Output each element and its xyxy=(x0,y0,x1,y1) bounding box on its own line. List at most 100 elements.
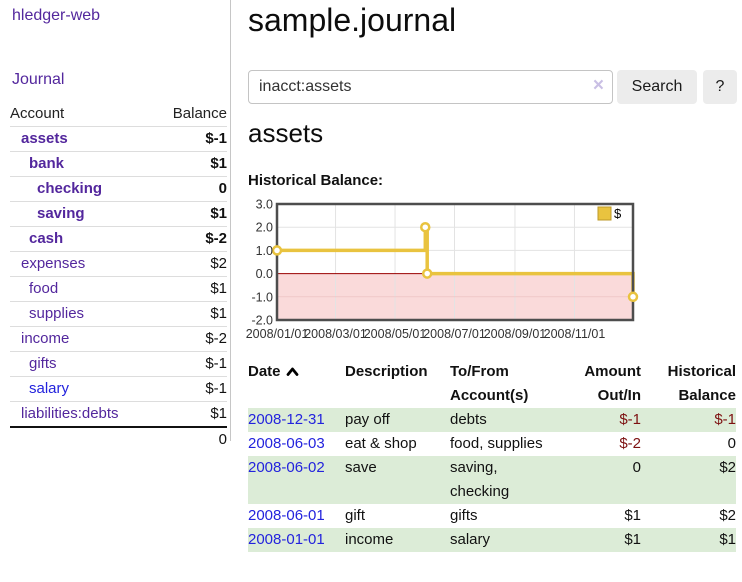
account-row: expenses $2 xyxy=(10,251,227,277)
app-brand-link[interactable]: hledger-web xyxy=(12,7,101,24)
accounts-table-header: Account Balance xyxy=(10,102,227,127)
account-balance: $-2 xyxy=(154,326,227,352)
transaction-accounts: saving, checking xyxy=(450,459,510,500)
account-balance: $1 xyxy=(154,301,227,327)
nav-journal-link[interactable]: Journal xyxy=(12,71,65,88)
account-link[interactable]: salary xyxy=(29,380,70,397)
sort-ascending-icon[interactable] xyxy=(286,367,299,376)
account-link[interactable]: income xyxy=(21,330,70,347)
account-name-cell: bank xyxy=(10,151,155,177)
account-balance: $-1 xyxy=(154,126,227,152)
y-axis-tick-label: 1.0 xyxy=(256,244,273,258)
account-name-cell: liabilities:debts xyxy=(10,401,155,427)
y-axis-tick-label: 3.0 xyxy=(256,198,273,212)
account-link[interactable]: liabilities:debts xyxy=(21,405,119,422)
account-link[interactable]: cash xyxy=(29,230,64,247)
account-name-cell: gifts xyxy=(10,351,155,377)
help-button[interactable]: ? xyxy=(703,70,737,104)
account-link[interactable]: gifts xyxy=(29,355,57,372)
transaction-amount: 0 xyxy=(632,459,641,476)
account-name-cell: assets xyxy=(10,126,155,152)
account-row: income $-2 xyxy=(10,326,227,352)
date-link[interactable]: 2008-12-31 xyxy=(248,411,325,428)
transaction-date-cell: 2008-01-01 xyxy=(248,528,345,552)
y-axis-tick-label: -2.0 xyxy=(251,314,273,328)
transaction-accounts: salary xyxy=(450,531,491,548)
data-point-marker xyxy=(627,291,639,303)
data-point-marker xyxy=(420,221,431,233)
account-link[interactable]: food xyxy=(29,280,59,297)
transaction-description: gift xyxy=(345,507,366,524)
data-point-marker xyxy=(421,268,433,279)
account-link[interactable]: assets xyxy=(21,130,68,147)
transaction-balance: $2 xyxy=(719,459,736,476)
search-bar: × xyxy=(248,70,613,104)
transaction-accounts: food, supplies xyxy=(450,435,543,452)
transaction-accounts: debts xyxy=(450,411,487,428)
balance-chart-svg: $3.0 2.0 1.0 0.0 -1.0 -2.02008/01/012008/03/0… xyxy=(246,198,639,341)
register-table-header: Date Description To/From Account(s) Amount … xyxy=(248,360,736,408)
account-row: salary $-1 xyxy=(10,376,227,402)
account-link[interactable]: checking xyxy=(37,180,103,197)
date-link[interactable]: 2008-06-03 xyxy=(248,435,325,452)
transaction-description: income xyxy=(345,531,394,548)
account-link[interactable]: saving xyxy=(37,205,85,222)
legend-label: $ xyxy=(614,206,622,221)
date-link[interactable]: 2008-06-01 xyxy=(248,507,325,524)
account-link[interactable]: bank xyxy=(29,155,65,172)
account-name-cell: cash xyxy=(10,226,155,252)
transaction-description: eat & shop xyxy=(345,435,417,452)
transaction-accounts: gifts xyxy=(450,507,478,524)
account-balance: $-1 xyxy=(154,376,227,402)
x-axis-tick-label: 2008/09/01 xyxy=(484,327,547,341)
account-name-cell: food xyxy=(10,276,155,302)
account-name-cell: checking xyxy=(10,176,155,202)
account-row: supplies $1 xyxy=(10,301,227,327)
accounts-header-balance: Balance xyxy=(172,105,227,122)
account-row: cash $-2 xyxy=(10,226,227,252)
account-balance: $2 xyxy=(154,251,227,277)
page-title: sample.journal xyxy=(248,2,457,38)
chart-title: Historical Balance: xyxy=(248,172,384,189)
sidebar: hledger-web Journal Account Balance asse… xyxy=(0,0,231,451)
register-header-tofrom: To/From Account(s) xyxy=(450,363,529,404)
account-balance: $1 xyxy=(154,201,227,227)
account-balance: $1 xyxy=(154,401,227,427)
date-link[interactable]: 2008-01-01 xyxy=(248,531,325,548)
transaction-row: 2008-01-01 income salary $1 $1 xyxy=(248,528,736,552)
transaction-description: pay off xyxy=(345,411,390,428)
account-row: assets $-1 xyxy=(10,126,227,152)
account-name-cell: income xyxy=(10,326,155,352)
account-link[interactable]: supplies xyxy=(29,305,85,322)
clear-search-icon[interactable]: × xyxy=(592,75,604,96)
legend-swatch xyxy=(597,206,612,221)
account-name-cell: salary xyxy=(10,376,155,402)
account-name-cell: supplies xyxy=(10,301,155,327)
accounts-total-spacer xyxy=(10,426,155,451)
account-link[interactable]: expenses xyxy=(21,255,86,272)
date-link[interactable]: 2008-06-02 xyxy=(248,459,325,476)
account-balance: $1 xyxy=(154,276,227,302)
register-header-date[interactable]: Date xyxy=(248,360,345,408)
account-balance: $-2 xyxy=(154,226,227,252)
transaction-amount: $-1 xyxy=(619,411,641,428)
search-input[interactable] xyxy=(248,70,613,104)
account-row: food $1 xyxy=(10,276,227,302)
transaction-date-cell: 2008-06-01 xyxy=(248,504,345,528)
accounts-total-row: 0 xyxy=(10,426,227,451)
transaction-date-cell: 2008-06-02 xyxy=(248,456,345,504)
transaction-date-cell: 2008-06-03 xyxy=(248,432,345,456)
accounts-table: Account Balance assets $-1 bank $1 checking 0… xyxy=(10,102,227,451)
transaction-amount: $-2 xyxy=(619,435,641,452)
x-axis-tick-label: 2008/03/01 xyxy=(304,327,367,341)
account-balance: 0 xyxy=(154,176,227,202)
search-button[interactable]: Search xyxy=(617,70,697,104)
account-row: saving $1 xyxy=(10,201,227,227)
accounts-header-account: Account xyxy=(10,105,65,122)
y-axis-tick-label: 0.0 xyxy=(256,267,273,281)
y-axis-tick-label: -1.0 xyxy=(251,290,273,304)
accounts-total-balance: 0 xyxy=(154,426,227,451)
transaction-row: 2008-06-01 gift gifts $1 $2 xyxy=(248,504,736,528)
transaction-balance: $-1 xyxy=(714,411,736,428)
transaction-row: 2008-06-03 eat & shop food, supplies $-2 0 xyxy=(248,432,736,456)
